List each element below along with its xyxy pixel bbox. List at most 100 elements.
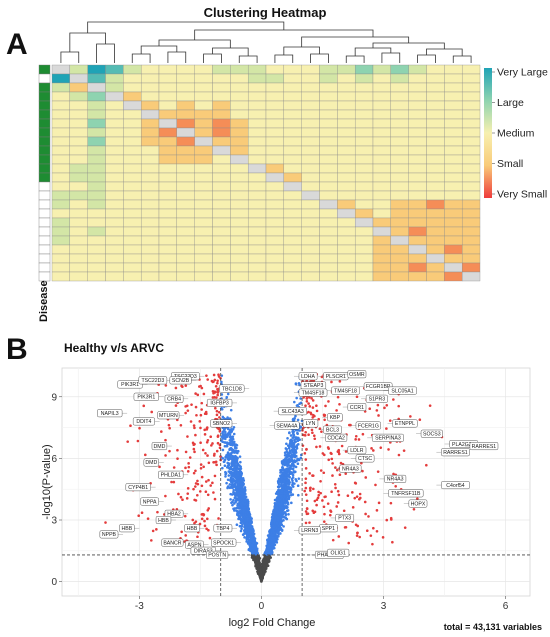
volcano-point bbox=[287, 445, 291, 448]
dendrogram-link bbox=[310, 53, 329, 63]
heatmap-cell bbox=[140, 73, 160, 84]
heatmap-cell bbox=[105, 271, 124, 282]
dendrogram-link bbox=[167, 51, 187, 63]
volcano-point bbox=[291, 485, 295, 488]
heatmap-cell bbox=[69, 226, 88, 237]
heatmap-cell bbox=[301, 91, 320, 102]
heatmap-cell bbox=[158, 64, 178, 75]
heatmap-cell bbox=[354, 244, 374, 255]
volcano-point bbox=[330, 457, 334, 461]
volcano-point bbox=[285, 493, 289, 497]
heatmap-cell bbox=[212, 226, 231, 237]
heatmap-cell bbox=[408, 244, 427, 255]
heatmap-cell bbox=[69, 217, 88, 228]
volcano-point bbox=[283, 476, 287, 480]
volcano-point bbox=[271, 524, 275, 527]
volcano-point bbox=[243, 499, 247, 503]
volcano-point bbox=[192, 447, 196, 451]
heatmap-cell bbox=[51, 109, 71, 120]
heatmap-cell bbox=[194, 64, 213, 75]
heatmap-cell bbox=[461, 190, 481, 201]
annotation-cell-disease bbox=[38, 172, 51, 183]
volcano-point bbox=[164, 384, 168, 387]
heatmap-title: Clustering Heatmap bbox=[204, 5, 327, 20]
volcano-point bbox=[285, 504, 288, 508]
heatmap-cell bbox=[230, 145, 249, 156]
heatmap-cell bbox=[390, 262, 409, 273]
volcano-point bbox=[307, 396, 311, 399]
heatmap-cell bbox=[444, 136, 463, 147]
heatmap-cell bbox=[158, 253, 178, 264]
heatmap-cell bbox=[444, 217, 463, 228]
heatmap-cell bbox=[140, 190, 160, 201]
heatmap-cell bbox=[51, 262, 71, 273]
volcano-point bbox=[216, 391, 220, 394]
volcano-point bbox=[296, 438, 300, 441]
dendrogram-link bbox=[417, 54, 436, 63]
volcano-point bbox=[215, 449, 219, 453]
volcano-point bbox=[319, 491, 322, 495]
volcano-point bbox=[226, 478, 230, 482]
volcano-point bbox=[228, 486, 232, 490]
heatmap-cell bbox=[158, 109, 178, 120]
volcano-point bbox=[264, 550, 268, 553]
heatmap-cell bbox=[337, 109, 356, 120]
volcano-point bbox=[294, 382, 298, 386]
heatmap-cell bbox=[337, 100, 356, 111]
heatmap-cell bbox=[176, 64, 195, 75]
volcano-point bbox=[273, 498, 277, 502]
heatmap-cell bbox=[176, 127, 195, 138]
heatmap-cell bbox=[390, 199, 409, 210]
heatmap-cell bbox=[265, 145, 285, 156]
heatmap-cell bbox=[444, 181, 463, 192]
heatmap-cell bbox=[390, 181, 409, 192]
volcano-point bbox=[204, 451, 207, 455]
heatmap-cell bbox=[105, 127, 124, 138]
heatmap-cell bbox=[123, 127, 142, 138]
heatmap-cell bbox=[158, 262, 178, 273]
heatmap-cell bbox=[265, 91, 285, 102]
heatmap-cell bbox=[247, 217, 267, 228]
volcano-point bbox=[409, 415, 412, 418]
heatmap-cell bbox=[158, 100, 178, 111]
heatmap-cell bbox=[265, 262, 285, 273]
heatmap-cell bbox=[390, 118, 409, 129]
annotation-cell-control bbox=[38, 244, 51, 255]
volcano-point bbox=[234, 480, 238, 483]
heatmap-cell bbox=[140, 145, 160, 156]
heatmap-cell bbox=[426, 127, 445, 138]
volcano-point bbox=[297, 457, 300, 461]
volcano-point bbox=[292, 418, 296, 422]
heatmap-cell bbox=[265, 181, 285, 192]
heatmap-cell bbox=[265, 73, 285, 84]
volcano-point bbox=[230, 427, 233, 431]
heatmap-cell bbox=[105, 154, 124, 165]
volcano-point bbox=[216, 434, 220, 438]
heatmap-cell bbox=[158, 217, 178, 228]
volcano-point bbox=[330, 380, 333, 384]
heatmap-cell bbox=[354, 181, 374, 192]
volcano-point bbox=[288, 431, 291, 434]
volcano-point bbox=[243, 529, 247, 533]
heatmap-cell bbox=[212, 217, 231, 228]
volcano-point bbox=[248, 549, 252, 552]
volcano-point bbox=[241, 501, 245, 505]
heatmap-cell bbox=[212, 163, 231, 174]
heatmap-cell bbox=[247, 244, 267, 255]
volcano-point bbox=[223, 435, 227, 439]
volcano-point bbox=[284, 457, 287, 460]
heatmap-cell bbox=[230, 244, 249, 255]
heatmap-cell bbox=[301, 82, 320, 93]
heatmap-cell bbox=[176, 217, 195, 228]
heatmap-cell bbox=[176, 244, 195, 255]
volcano-point bbox=[229, 408, 233, 412]
heatmap-cell bbox=[87, 190, 106, 201]
volcano-point bbox=[243, 502, 247, 506]
volcano-point bbox=[215, 463, 218, 467]
heatmap-cell bbox=[319, 226, 338, 237]
heatmap-cell bbox=[105, 64, 124, 75]
volcano-point bbox=[277, 527, 280, 531]
heatmap-cell bbox=[265, 226, 285, 237]
heatmap-cell bbox=[408, 91, 427, 102]
volcano-point bbox=[239, 517, 243, 521]
